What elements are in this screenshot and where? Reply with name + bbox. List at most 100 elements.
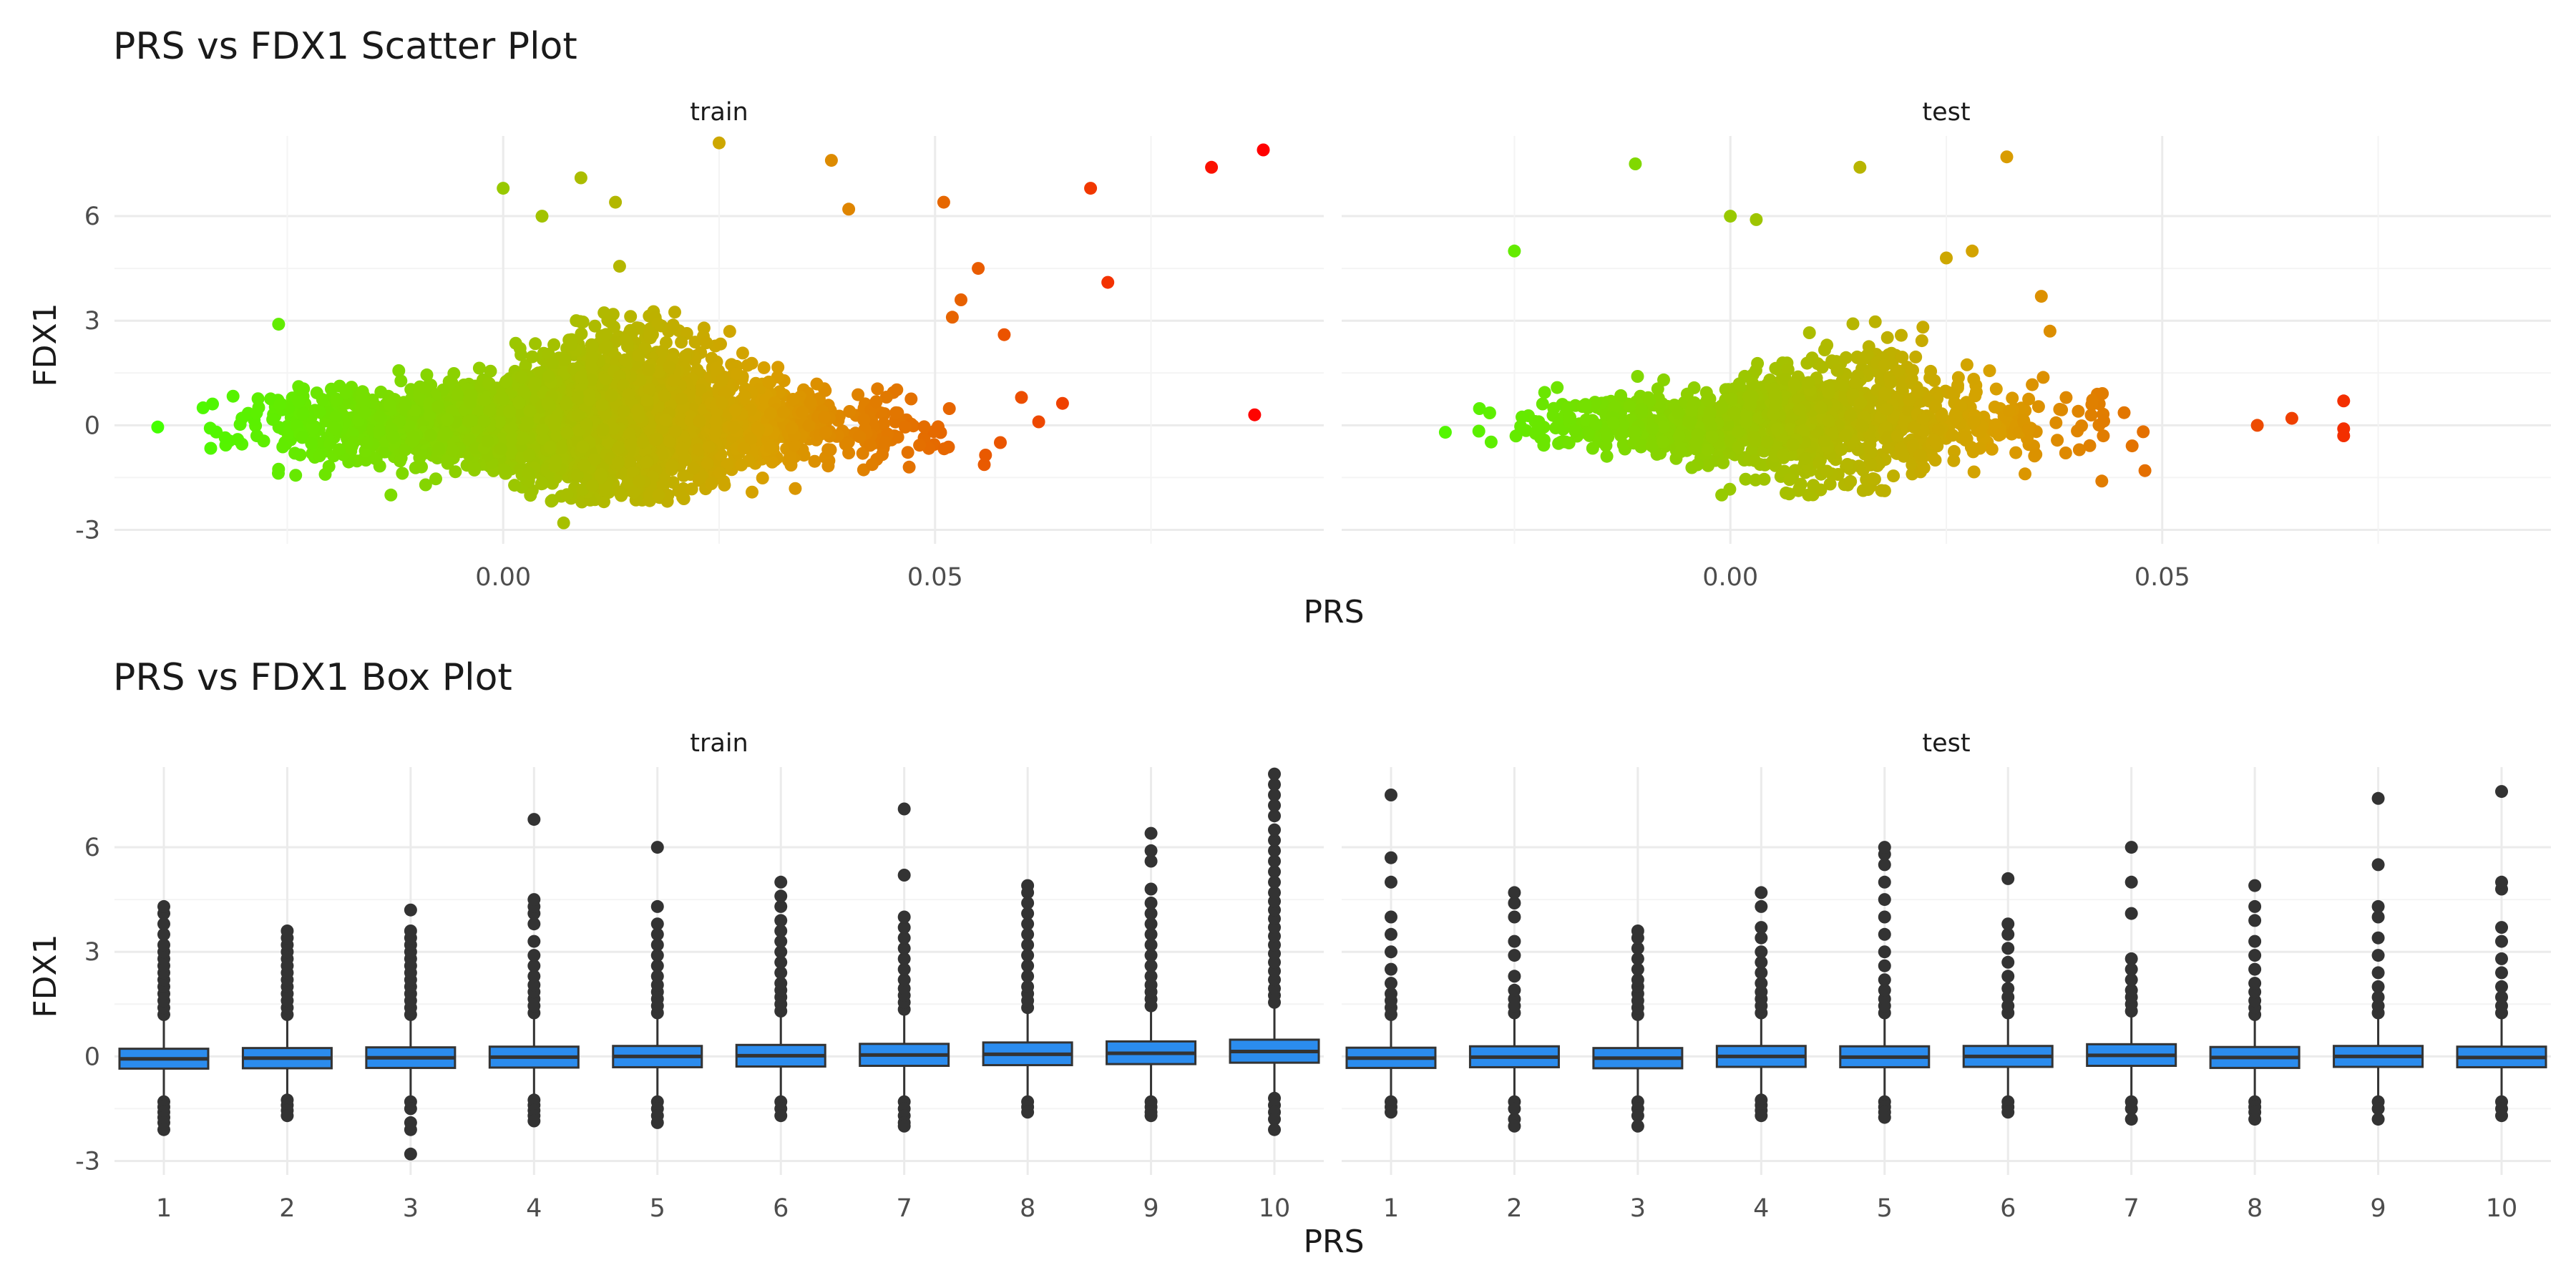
scatter-point	[1946, 386, 1959, 400]
scatter-point	[824, 154, 838, 167]
scatter-point	[585, 340, 599, 353]
scatter-point	[2059, 447, 2072, 459]
scatter-point	[266, 413, 280, 426]
scatter-point	[1748, 434, 1762, 447]
scatter-point	[977, 458, 991, 472]
box-outlier	[404, 1147, 417, 1161]
box-outlier	[774, 889, 788, 903]
scatter-point	[541, 396, 555, 410]
scatter-point	[2026, 378, 2039, 391]
scatter-point	[355, 393, 369, 406]
scatter-point	[1547, 401, 1561, 415]
scatter-point	[675, 441, 689, 455]
box-outlier	[897, 869, 911, 882]
scatter-x-tick-label: 0.05	[907, 563, 963, 592]
scatter-point	[650, 432, 663, 446]
scatter-point	[1802, 376, 1815, 389]
scatter-point	[899, 420, 912, 434]
scatter-point	[281, 427, 295, 440]
scatter-point	[522, 448, 536, 462]
scatter-point	[272, 318, 286, 331]
scatter-point	[1822, 414, 1835, 428]
scatter-point	[1807, 479, 1820, 492]
scatter-point	[864, 439, 877, 452]
scatter-point	[1015, 391, 1028, 404]
scatter-point	[913, 439, 927, 452]
scatter-point	[2029, 448, 2043, 462]
scatter-point	[1537, 433, 1551, 447]
scatter-point	[542, 370, 555, 383]
scatter-point	[678, 454, 691, 467]
scatter-point	[723, 325, 736, 338]
scatter-point	[1589, 417, 1603, 431]
scatter-point	[1623, 399, 1636, 413]
box-outlier	[774, 1109, 788, 1123]
box-x-tick-label: 3	[403, 1194, 419, 1223]
scatter-point	[420, 368, 434, 381]
scatter-point	[1927, 433, 1941, 447]
scatter-point	[685, 482, 698, 496]
scatter-point	[667, 374, 680, 387]
scatter-point	[273, 398, 286, 411]
scatter-point	[339, 386, 353, 399]
scatter-point	[605, 389, 618, 402]
box-x-tick-label: 10	[1259, 1194, 1291, 1223]
scatter-point	[1880, 331, 1894, 344]
scatter-point	[1770, 423, 1784, 436]
scatter-point	[796, 406, 809, 419]
box-outlier	[897, 1119, 911, 1133]
scatter-point	[1783, 473, 1796, 487]
scatter-point	[415, 460, 428, 474]
scatter-point	[514, 371, 528, 384]
box-outlier	[280, 924, 294, 937]
scatter-point	[1748, 454, 1762, 467]
scatter-point	[560, 397, 572, 411]
scatter-point	[818, 411, 831, 424]
scatter-point	[669, 424, 682, 438]
scatter-point	[979, 449, 992, 462]
scatter-point	[218, 431, 232, 444]
scatter-y-tick-label: 3	[84, 307, 100, 336]
scatter-point	[2337, 429, 2351, 442]
scatter-point	[737, 441, 751, 455]
scatter-point	[2021, 422, 2035, 436]
scatter-point	[619, 333, 633, 347]
scatter-point	[446, 444, 459, 457]
scatter-point	[651, 317, 665, 331]
scatter-point	[633, 474, 645, 488]
box-x-tick-label: 1	[156, 1194, 172, 1223]
scatter-point	[1101, 275, 1115, 289]
scatter-point	[871, 382, 884, 396]
scatter-point	[436, 429, 450, 443]
scatter-point	[972, 262, 985, 275]
scatter-point	[1988, 400, 2001, 414]
scatter-point	[1947, 454, 1961, 467]
scatter-point	[1516, 410, 1528, 424]
scatter-point	[574, 171, 587, 185]
scatter-point	[359, 454, 373, 467]
scatter-point	[1032, 415, 1045, 429]
scatter-point	[522, 467, 535, 480]
scatter-point	[1685, 404, 1699, 417]
scatter-point	[306, 420, 319, 434]
box-x-tick-label: 9	[1143, 1194, 1158, 1223]
scatter-point	[890, 383, 904, 396]
scatter-point	[1786, 438, 1800, 452]
scatter-point	[1780, 486, 1792, 499]
scatter-point	[2006, 391, 2019, 405]
scatter-point	[640, 455, 653, 469]
scatter-point	[1798, 452, 1812, 465]
scatter-y-axis-title: FDX1	[27, 303, 64, 386]
scatter-point	[728, 404, 742, 417]
scatter-point	[2036, 371, 2050, 384]
scatter-point	[633, 410, 645, 424]
box-outlier	[527, 1114, 541, 1128]
scatter-point	[394, 374, 408, 388]
scatter-point	[1473, 402, 1486, 415]
scatter-point	[842, 203, 856, 216]
scatter-point	[1084, 182, 1098, 195]
box-outlier	[1021, 1106, 1035, 1119]
scatter-point	[1946, 429, 1959, 442]
scatter-point	[2138, 464, 2152, 477]
scatter-point	[879, 391, 893, 404]
